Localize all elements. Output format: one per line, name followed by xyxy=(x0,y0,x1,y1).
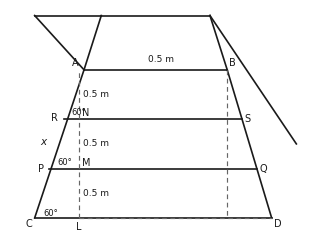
Text: 60°: 60° xyxy=(44,208,58,218)
Text: 0.5 m: 0.5 m xyxy=(148,55,173,64)
Text: 60°: 60° xyxy=(71,108,86,117)
Text: D: D xyxy=(274,219,282,229)
Text: 0.5 m: 0.5 m xyxy=(83,90,109,99)
Text: 60°: 60° xyxy=(57,158,72,167)
Text: x: x xyxy=(40,137,46,147)
Text: B: B xyxy=(229,58,236,68)
Text: S: S xyxy=(245,114,251,124)
Text: 0.5 m: 0.5 m xyxy=(83,189,109,198)
Text: Q: Q xyxy=(259,164,267,174)
Text: M: M xyxy=(82,158,91,168)
Text: R: R xyxy=(52,113,58,123)
Text: C: C xyxy=(25,219,32,229)
Text: 0.5 m: 0.5 m xyxy=(83,139,109,148)
Text: A: A xyxy=(71,58,78,68)
Text: P: P xyxy=(37,164,44,174)
Text: L: L xyxy=(76,222,82,232)
Text: N: N xyxy=(82,108,89,118)
